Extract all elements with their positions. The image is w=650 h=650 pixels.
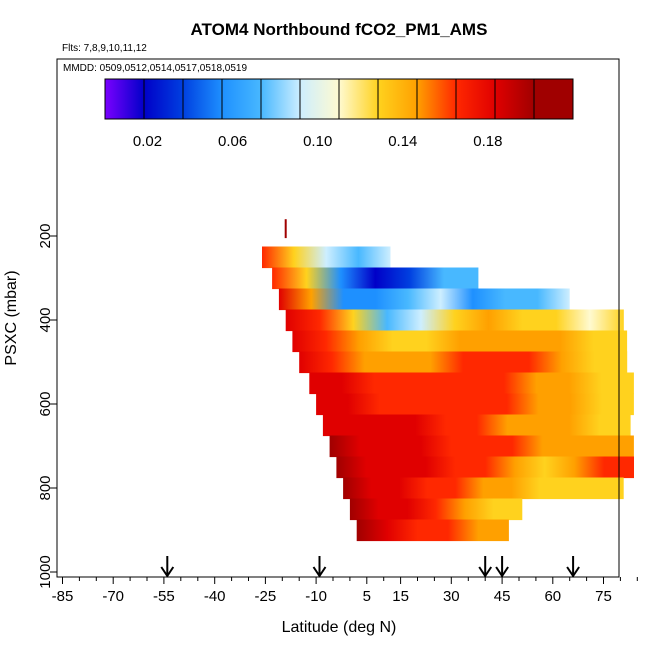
plot-area: [262, 219, 634, 542]
x-tick-label: 45: [494, 588, 511, 605]
profile-strip: [285, 309, 624, 332]
flight-marker-arrow: [160, 566, 175, 578]
profile-strip: [272, 267, 479, 290]
profile-strip: [349, 498, 523, 521]
colorbar-segment: [339, 79, 379, 119]
colorbar-segment: [261, 79, 301, 119]
profile-strip: [309, 372, 634, 395]
flights-subtitle: Flts: 7,8,9,10,11,12: [62, 43, 147, 54]
profile-strip: [292, 330, 628, 353]
profile-strip: [343, 477, 624, 500]
x-tick-label: -40: [204, 588, 226, 605]
x-tick-label: 30: [443, 588, 460, 605]
colorbar-frame: [104, 78, 574, 120]
profile-strip: [316, 393, 634, 416]
colorbar-segment: [378, 79, 418, 119]
colorbar-segment: [105, 79, 145, 119]
profile-strip: [336, 456, 634, 479]
profile-strip: [356, 519, 509, 542]
colorbar-tick-label: 0.14: [388, 133, 417, 150]
x-tick-label: -25: [255, 588, 277, 605]
y-tick-label: 200: [37, 223, 54, 248]
dates-subtitle: MMDD: 0509,0512,0514,0517,0518,0519: [63, 63, 247, 74]
x-tick-label: 75: [595, 588, 612, 605]
profile-strip: [322, 414, 631, 437]
chart-title: ATOM4 Northbound fCO2_PM1_AMS: [191, 20, 488, 39]
colorbar-segment: [300, 79, 340, 119]
x-axis-label: Latitude (deg N): [282, 619, 397, 636]
x-tick-label: 60: [544, 588, 561, 605]
profile-spike: [284, 219, 287, 239]
plot-frame: [56, 58, 620, 578]
profile-strip: [329, 435, 634, 458]
x-tick-label: -10: [305, 588, 327, 605]
colorbar-segment: [222, 79, 262, 119]
flight-marker-arrow: [478, 566, 493, 578]
x-tick-label: 15: [392, 588, 409, 605]
profile-strip: [299, 351, 628, 374]
flight-marker-arrow: [566, 566, 580, 578]
x-tick-label: -55: [153, 588, 175, 605]
flight-marker-arrow: [495, 566, 509, 578]
colorbar-tick-label: 0.18: [473, 133, 502, 150]
y-tick-label: 1000: [37, 555, 54, 588]
colorbar-tick-label: 0.10: [303, 133, 332, 150]
colorbar-segment: [495, 79, 535, 119]
colorbar-segment: [183, 79, 223, 119]
flight-marker-arrow: [312, 566, 327, 578]
colorbar-segment: [417, 79, 457, 119]
colorbar-segment: [144, 79, 184, 119]
profile-strip: [262, 246, 391, 269]
axes: -85 -70 -55 -40 -25 -10 5 15 30 45 60 75 200 400 600 80…: [37, 223, 638, 605]
profile-strip: [278, 288, 570, 311]
colorbar: 0.02 0.06 0.10 0.14 0.18: [104, 78, 574, 150]
y-tick-label: 600: [37, 391, 54, 416]
y-axis-label: PSXC (mbar): [3, 270, 20, 365]
flight-markers: [160, 556, 580, 578]
colorbar-tick-label: 0.06: [218, 133, 247, 150]
colorbar-segment: [534, 79, 574, 119]
x-tick-label: -70: [102, 588, 124, 605]
x-tick-label: -85: [52, 588, 74, 605]
colorbar-tick-label: 0.02: [133, 133, 162, 150]
y-tick-label: 400: [37, 307, 54, 332]
colorbar-segment: [456, 79, 496, 119]
x-tick-label: 5: [363, 588, 371, 605]
y-tick-label: 800: [37, 475, 54, 500]
